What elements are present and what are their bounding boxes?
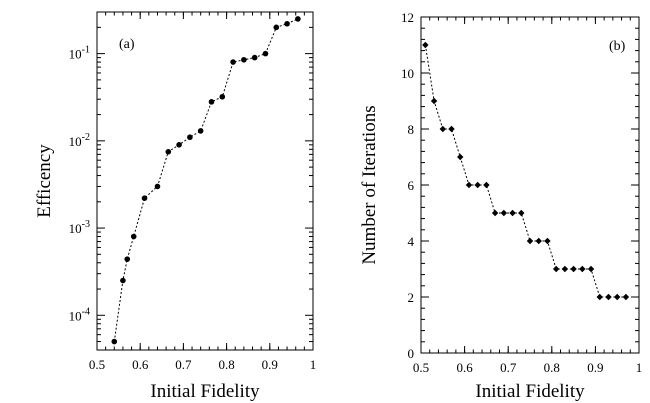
panel-b-label: (b) (609, 39, 626, 54)
a-ytick-label: 10-3 (69, 219, 90, 236)
b-ytick-label: 10 (401, 66, 414, 81)
a-data-point (141, 195, 148, 201)
panel-a-efficiency-chart: 0.5 0.6 0.7 0.8 0.9 1 10-4 10-3 10-2 10-1 (a) Ini… (34, 11, 317, 402)
b-data-point (579, 265, 586, 273)
a-ytick-label: 10-2 (69, 132, 90, 149)
panel-b-ylabel: Number of Iterations (359, 105, 380, 264)
b-xtick-label: 1 (636, 360, 643, 375)
panel-a-ylabel: Efficency (34, 144, 55, 218)
a-data-point (219, 93, 226, 100)
a-ytick-label: 10-1 (69, 45, 90, 62)
b-data-point (422, 41, 429, 49)
panel-a-xlabel: Initial Fidelity (150, 381, 260, 402)
b-data-point (596, 293, 603, 301)
a-data-point (120, 277, 126, 284)
b-data-point (587, 265, 595, 273)
a-ytick-label: 10-4 (69, 306, 90, 323)
b-data-point (552, 265, 560, 273)
b-data-point (483, 181, 490, 189)
a-data-point (197, 128, 204, 134)
b-data-point (570, 265, 577, 273)
b-ytick-label: 2 (408, 290, 415, 305)
b-data-point (465, 181, 473, 189)
a-data-point (273, 24, 280, 31)
a-data-point (124, 256, 131, 262)
panel-a-series-line (113, 18, 299, 342)
a-data-point (154, 183, 161, 190)
a-data-point (295, 16, 301, 22)
b-xtick-label: 0.5 (413, 360, 429, 375)
a-xtick-label: 0.7 (175, 357, 192, 372)
b-data-point (561, 265, 569, 273)
a-xtick-label: 0.5 (89, 357, 105, 372)
b-ytick-label: 6 (408, 178, 415, 193)
b-data-point (535, 237, 542, 245)
b-data-point (622, 293, 630, 301)
panel-a-frame (96, 11, 314, 351)
a-data-point (130, 233, 137, 240)
b-data-point (500, 209, 508, 217)
panel-a-label: (a) (119, 37, 135, 52)
b-data-point (430, 97, 438, 105)
a-data-point (176, 142, 182, 148)
a-data-point (165, 148, 172, 155)
b-xtick-label: 0.7 (500, 360, 517, 375)
b-xtick-label: 0.6 (456, 360, 473, 375)
a-xtick-label: 1 (310, 357, 317, 372)
a-data-point (241, 56, 247, 63)
a-xtick-label: 0.9 (262, 357, 278, 372)
b-ytick-label: 12 (401, 10, 414, 25)
b-data-point (614, 293, 621, 301)
a-data-point (284, 20, 290, 27)
b-xtick-label: 0.8 (544, 360, 560, 375)
a-data-point (111, 338, 118, 345)
b-ytick-label: 8 (408, 122, 415, 137)
a-data-point (187, 134, 193, 141)
b-ytick-label: 0 (408, 346, 415, 361)
b-data-point (439, 125, 446, 133)
b-xtick-label: 0.9 (587, 360, 603, 375)
a-data-point (251, 54, 258, 61)
a-data-point (262, 50, 269, 57)
a-data-point (230, 59, 236, 65)
b-data-point (544, 237, 551, 245)
b-data-point (518, 209, 525, 217)
b-data-point (491, 209, 499, 217)
b-data-point (509, 209, 516, 217)
b-data-point (448, 125, 455, 133)
panel-b-series-line (424, 44, 626, 298)
panel-b-xlabel: Initial Fidelity (475, 381, 585, 402)
a-data-point (208, 99, 215, 105)
panel-b-frame (420, 16, 640, 354)
b-ytick-label: 4 (408, 234, 415, 249)
b-data-point (457, 153, 464, 161)
b-data-point (605, 293, 612, 301)
a-xtick-label: 0.6 (132, 357, 149, 372)
a-xtick-label: 0.8 (218, 357, 234, 372)
b-data-point (526, 237, 534, 245)
b-data-point (474, 181, 481, 189)
